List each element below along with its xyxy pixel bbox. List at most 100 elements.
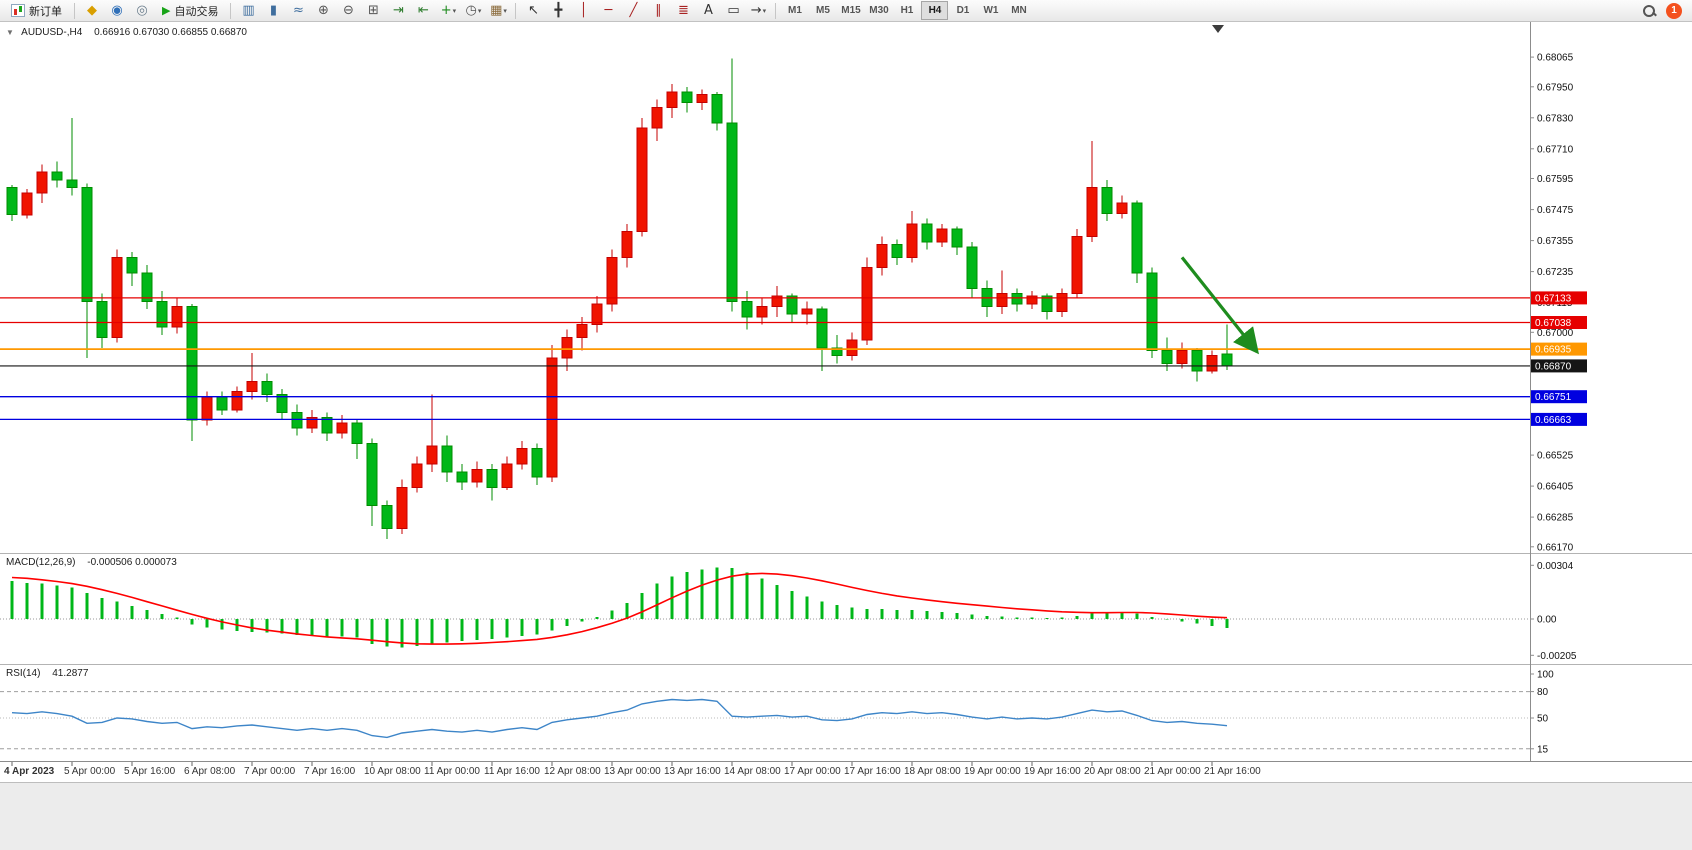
auto-scroll-button[interactable]: ⇥ <box>386 1 410 21</box>
price-line-label: 0.66870 <box>1535 361 1572 372</box>
candle <box>561 329 573 372</box>
price-axis-tick: 0.67000 <box>1537 328 1574 339</box>
candlestick-chart-button[interactable]: ▮ <box>261 1 285 21</box>
price-axis: 0.68065 0.67950 0.67830 0.67710 0.67595 0.674… <box>1530 53 1587 553</box>
candle <box>6 185 18 222</box>
mql5-community-button[interactable]: ◉ <box>105 1 129 21</box>
timeframe-mn-button[interactable]: MN <box>1005 1 1032 20</box>
timeframe-w1-button[interactable]: W1 <box>977 1 1004 20</box>
fibonacci-icon: ≣ <box>678 3 689 18</box>
time-axis[interactable]: 4 Apr 2023 5 Apr 00:00 5 Apr 16:00 6 Apr 08… <box>4 762 1261 777</box>
line-chart-icon: ≈ <box>293 3 304 18</box>
toolbar-separator <box>775 2 777 19</box>
timeframe-h1-button[interactable]: H1 <box>893 1 920 20</box>
candle <box>891 239 903 266</box>
macd-indicator-label: MACD(12,26,9) -0.000506 0.000073 <box>6 557 177 568</box>
chart-canvas[interactable]: 0.68065 0.67950 0.67830 0.67710 0.67595 0.674… <box>0 22 1692 782</box>
candle <box>771 285 783 317</box>
text-button[interactable]: A <box>696 1 720 21</box>
tile-windows-button[interactable]: ⊞ <box>361 1 385 21</box>
metaeditor-icon: ◆ <box>87 3 97 18</box>
cursor-button[interactable]: ↖ <box>521 1 545 21</box>
toolbar-separator <box>515 2 517 19</box>
candle <box>1011 288 1023 312</box>
zoom-in-button[interactable]: ⊕ <box>311 1 335 21</box>
metaeditor-button[interactable]: ◆ <box>80 1 104 21</box>
dropdown-caret-icon[interactable]: ▾ <box>477 6 482 15</box>
dropdown-caret-icon[interactable]: ▾ <box>452 6 457 15</box>
chart-header: ▼ AUDUSD-,H4 0.66916 0.67030 0.66855 0.6… <box>6 27 247 38</box>
dropdown-caret-icon[interactable]: ▾ <box>762 6 767 15</box>
trend-arrow-object[interactable] <box>1180 256 1259 355</box>
trendline-button[interactable]: ╱ <box>621 1 645 21</box>
horizontal-line-button[interactable]: ─ <box>596 1 620 21</box>
new-order-icon <box>11 4 25 17</box>
line-chart-button[interactable]: ≈ <box>286 1 310 21</box>
candle <box>876 236 888 276</box>
zoom-in-icon: ⊕ <box>318 3 329 18</box>
price-line-label-box <box>1531 291 1587 305</box>
timeframe-m1-button[interactable]: M1 <box>781 1 808 20</box>
candle <box>981 280 993 317</box>
zoom-out-button[interactable]: ⊖ <box>336 1 360 21</box>
new-order-button[interactable]: 新订单 <box>4 1 69 21</box>
time-axis-label: 5 Apr 00:00 <box>64 766 116 777</box>
vertical-line-button[interactable]: │ <box>571 1 595 21</box>
bar-chart-button[interactable]: ▥ <box>236 1 260 21</box>
candle <box>1026 291 1038 309</box>
timeframe-m15-button[interactable]: M15 <box>837 1 864 20</box>
rsi-axis-tick: 80 <box>1537 687 1549 698</box>
zoom-out-icon: ⊖ <box>343 3 354 18</box>
metaquotes-button[interactable]: ◎ <box>130 1 154 21</box>
notifications-button[interactable]: 1 <box>1666 2 1682 19</box>
trendline-icon: ╱ <box>629 3 638 18</box>
candle <box>1086 141 1098 242</box>
price-line-label-box <box>1531 342 1587 356</box>
candle <box>381 500 393 539</box>
timeframe-h4-button[interactable]: H4 <box>921 1 949 20</box>
candle <box>51 161 63 188</box>
candles <box>6 58 1233 539</box>
time-axis-label: 6 Apr 08:00 <box>184 766 236 777</box>
timeframe-d1-button[interactable]: D1 <box>949 1 976 20</box>
candle <box>591 296 603 333</box>
time-axis-label: 11 Apr 00:00 <box>424 766 480 777</box>
timeframe-m30-button[interactable]: M30 <box>865 1 892 20</box>
indicators-button[interactable]: + ▾ <box>436 1 460 21</box>
search-button[interactable] <box>1637 1 1661 21</box>
candle <box>846 332 858 361</box>
equidistant-channel-button[interactable]: ∥ <box>646 1 670 21</box>
arrows-shapes-button[interactable]: → ▾ <box>746 1 770 21</box>
price-axis-tick: 0.66285 <box>1537 513 1574 524</box>
rsi-axis-tick: 100 <box>1537 670 1554 681</box>
text-label-button[interactable]: ▭ <box>721 1 745 21</box>
periods-button[interactable]: ◷ ▾ <box>461 1 485 21</box>
vertical-line-icon: │ <box>579 3 588 18</box>
one-click-trading-toggle[interactable]: ▼ <box>6 28 14 37</box>
price-axis-tick: 0.67710 <box>1537 144 1574 155</box>
candle <box>756 298 768 325</box>
time-axis-label: 13 Apr 16:00 <box>664 766 721 777</box>
time-axis-label: 10 Apr 08:00 <box>364 766 421 777</box>
candle <box>486 464 498 501</box>
candle <box>291 404 303 436</box>
fibonacci-button[interactable]: ≣ <box>671 1 695 21</box>
templates-button[interactable]: ▦ ▾ <box>486 1 510 21</box>
time-axis-label: 4 Apr 2023 <box>4 766 55 777</box>
timeframe-button-group: M1 M5 M15 M30 H1 H4 D1 W1 MN <box>781 1 1032 20</box>
indicators-icon: + <box>440 3 452 18</box>
candle <box>261 373 273 403</box>
candle <box>906 210 918 263</box>
candle <box>366 438 378 527</box>
timeframe-m5-button[interactable]: M5 <box>809 1 836 20</box>
dropdown-caret-icon[interactable]: ▾ <box>503 6 507 15</box>
chart-shift-button[interactable]: ⇤ <box>411 1 435 21</box>
macd-name: MACD(12,26,9) <box>6 557 76 568</box>
candle <box>336 415 348 439</box>
crosshair-button[interactable]: ╋ <box>546 1 570 21</box>
price-line-label: 0.67038 <box>1535 318 1572 329</box>
candle <box>1176 342 1188 369</box>
autotrading-button[interactable]: ▶ 自动交易 <box>155 1 225 21</box>
candle <box>966 241 978 299</box>
chart-shift-marker[interactable] <box>1212 25 1224 33</box>
